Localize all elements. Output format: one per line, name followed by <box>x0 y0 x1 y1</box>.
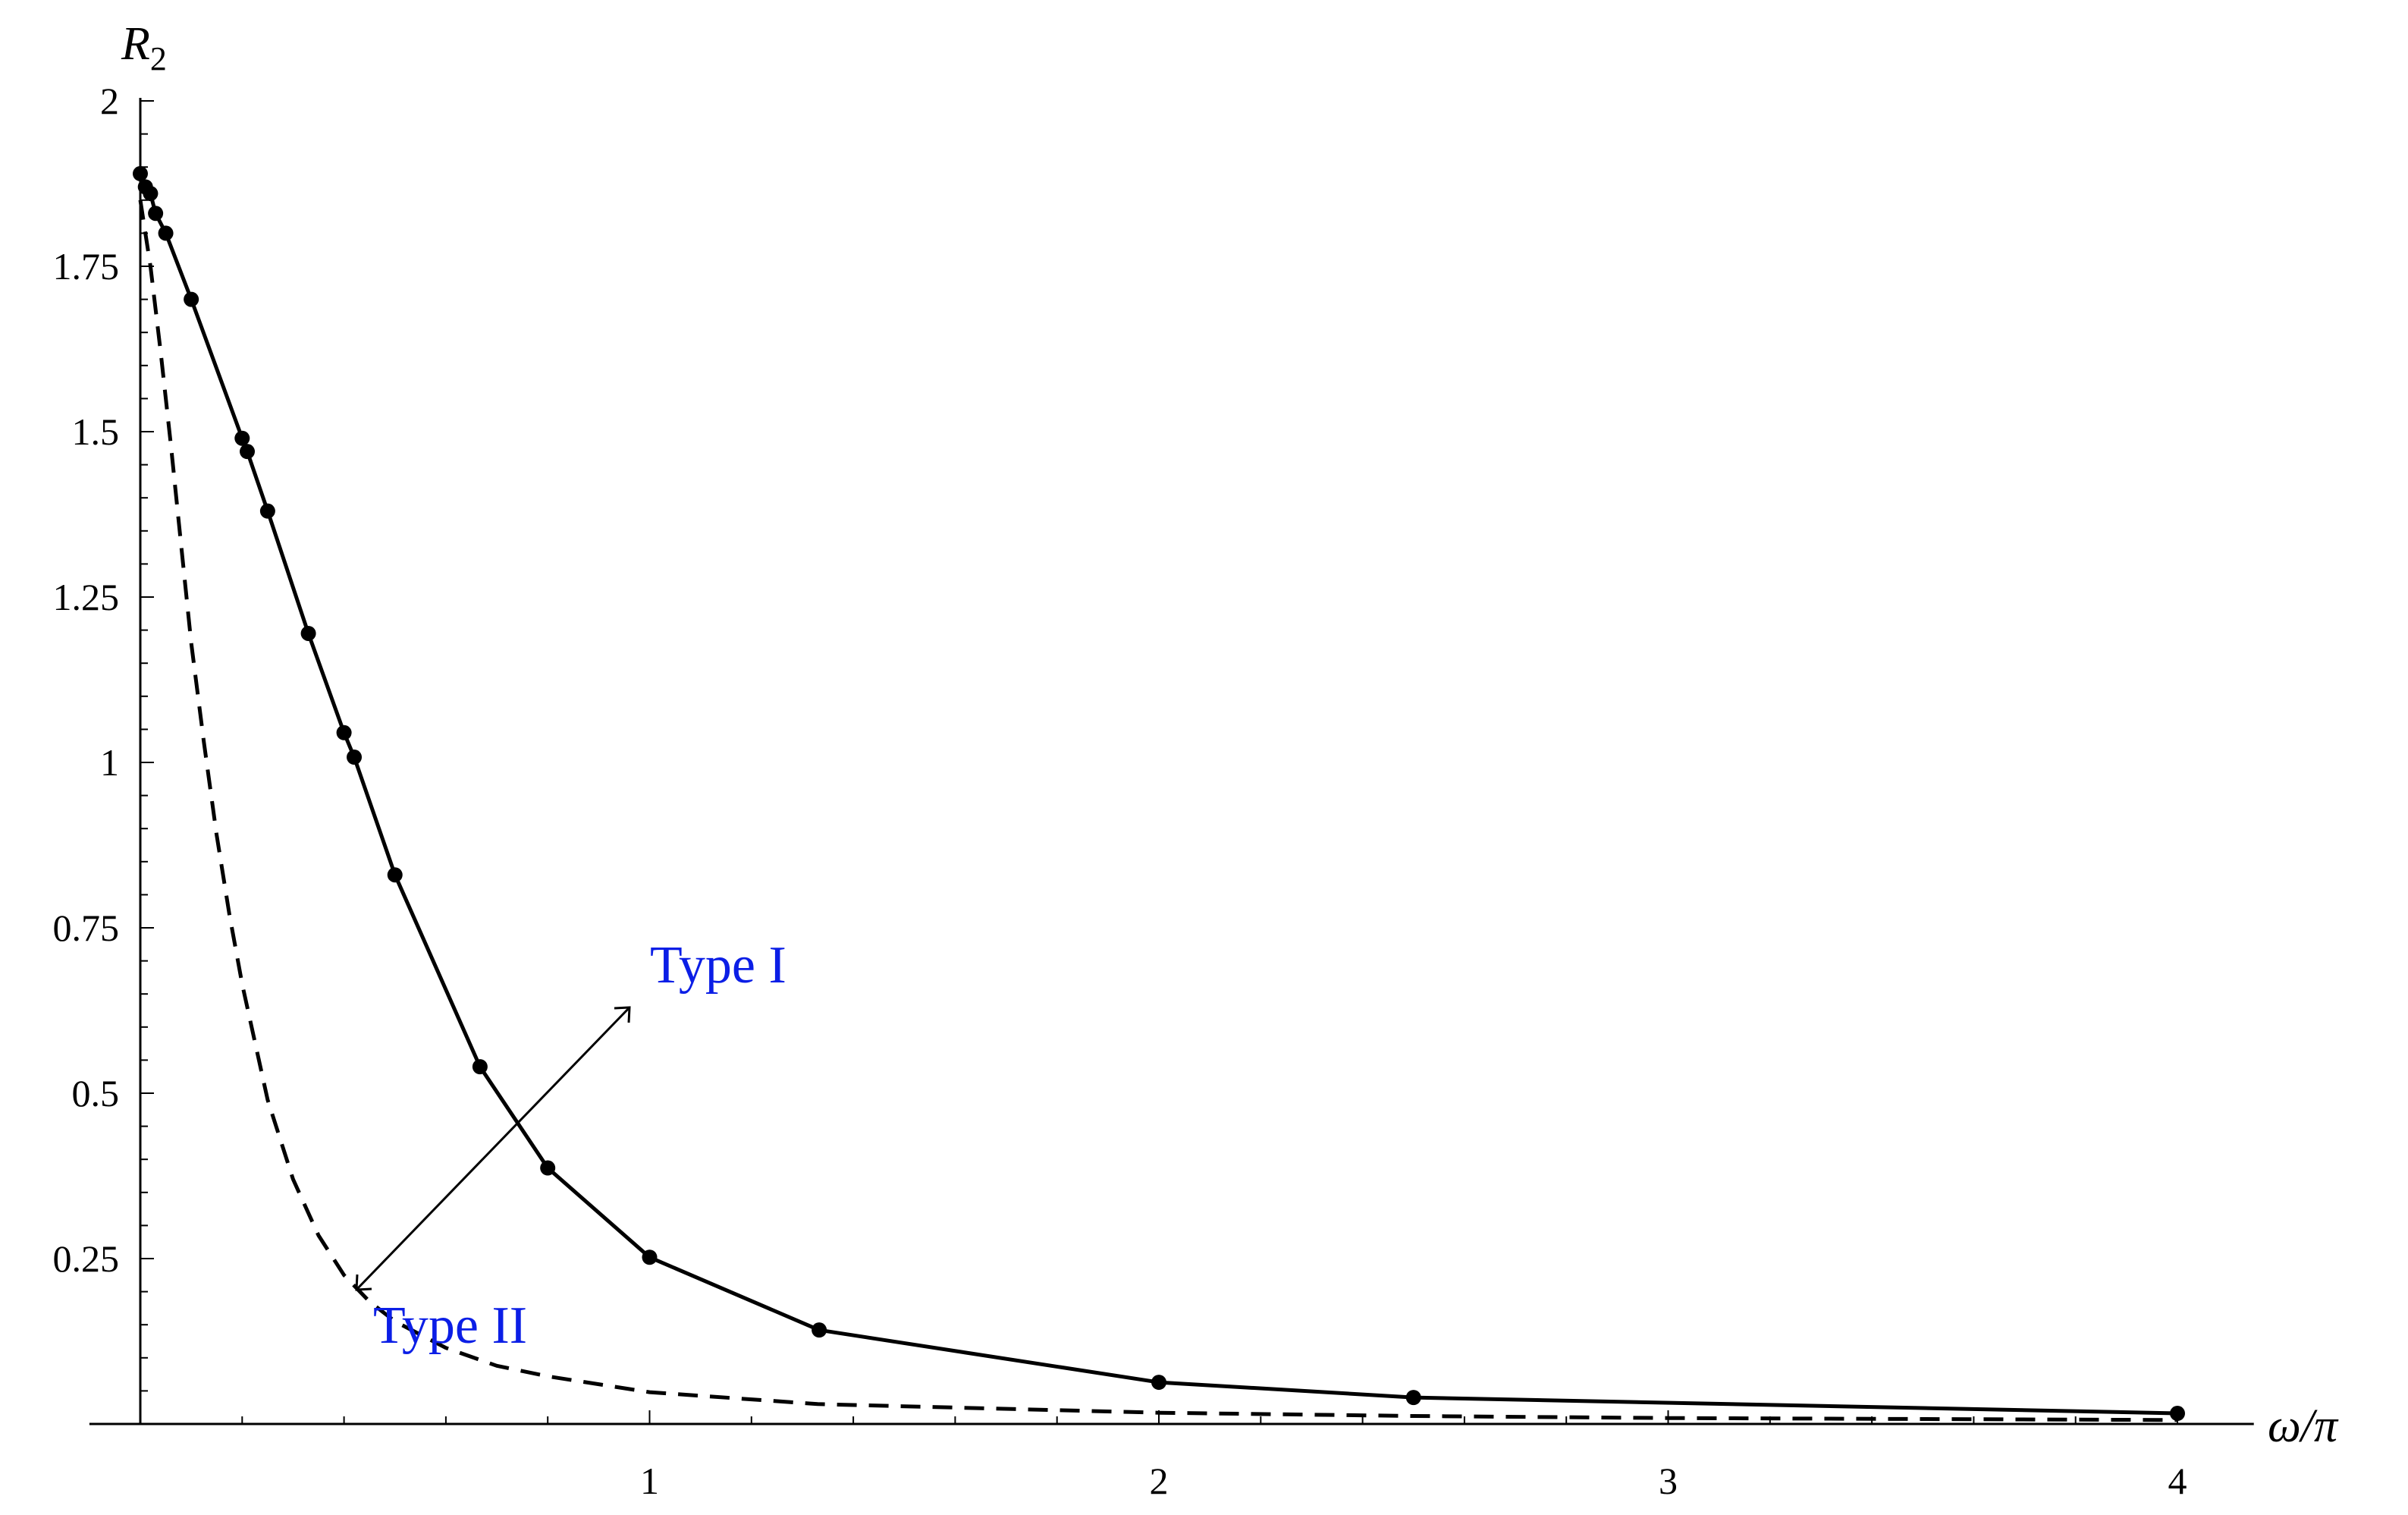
data-point <box>1405 1390 1421 1406</box>
annotation-type-i: Type I <box>650 936 786 995</box>
data-point <box>143 186 159 202</box>
arrowhead-type-i <box>614 1006 631 1023</box>
data-point <box>540 1160 556 1176</box>
data-point <box>387 867 403 883</box>
y-axis-title: R2 <box>121 18 167 77</box>
series-layer <box>133 165 2185 1422</box>
data-point <box>158 225 174 241</box>
series-line-dashed <box>138 200 2178 1422</box>
y-tick-label: 2 <box>100 80 119 122</box>
y-tick-label: 1.75 <box>53 245 120 288</box>
y-tick-label: 1 <box>100 741 119 784</box>
data-point <box>148 206 164 222</box>
arrowhead-type-ii <box>355 1274 372 1291</box>
data-point <box>812 1322 827 1338</box>
data-point <box>133 165 148 181</box>
data-point <box>300 625 316 641</box>
y-tick-label: 0.75 <box>53 907 120 949</box>
data-point <box>240 444 256 460</box>
data-point <box>259 503 275 519</box>
y-axis-title-subscript: 2 <box>150 40 167 77</box>
x-tick-label: 3 <box>1659 1460 1678 1502</box>
series-line-solid <box>138 173 2178 1416</box>
y-ticks: 0.25 0.5 0.75 1 1.25 1.5 1.75 2 <box>53 80 154 1392</box>
y-axis-title-main: R <box>121 18 150 70</box>
annotations: Type I Type II <box>355 936 786 1355</box>
x-axis-title: ω/π <box>2268 1400 2339 1452</box>
y-tick-label: 1.25 <box>53 576 120 618</box>
y-tick-label: 0.5 <box>72 1072 120 1114</box>
data-point <box>234 430 250 446</box>
data-point <box>347 750 363 765</box>
data-point <box>472 1059 488 1075</box>
y-tick-label: 0.25 <box>53 1237 120 1280</box>
x-ticks: 1 2 3 4 <box>241 1410 2187 1502</box>
data-point <box>2170 1406 2185 1422</box>
data-point <box>336 724 352 740</box>
x-tick-label: 4 <box>2168 1460 2187 1502</box>
data-point <box>642 1249 658 1265</box>
annotation-type-ii: Type II <box>373 1297 527 1355</box>
data-point <box>1151 1375 1166 1391</box>
axes <box>89 98 2254 1425</box>
x-tick-label: 2 <box>1150 1460 1169 1502</box>
x-tick-label: 1 <box>640 1460 659 1502</box>
y-tick-label: 1.5 <box>72 410 120 453</box>
data-point <box>184 291 199 307</box>
annotation-arrow <box>355 1006 631 1291</box>
